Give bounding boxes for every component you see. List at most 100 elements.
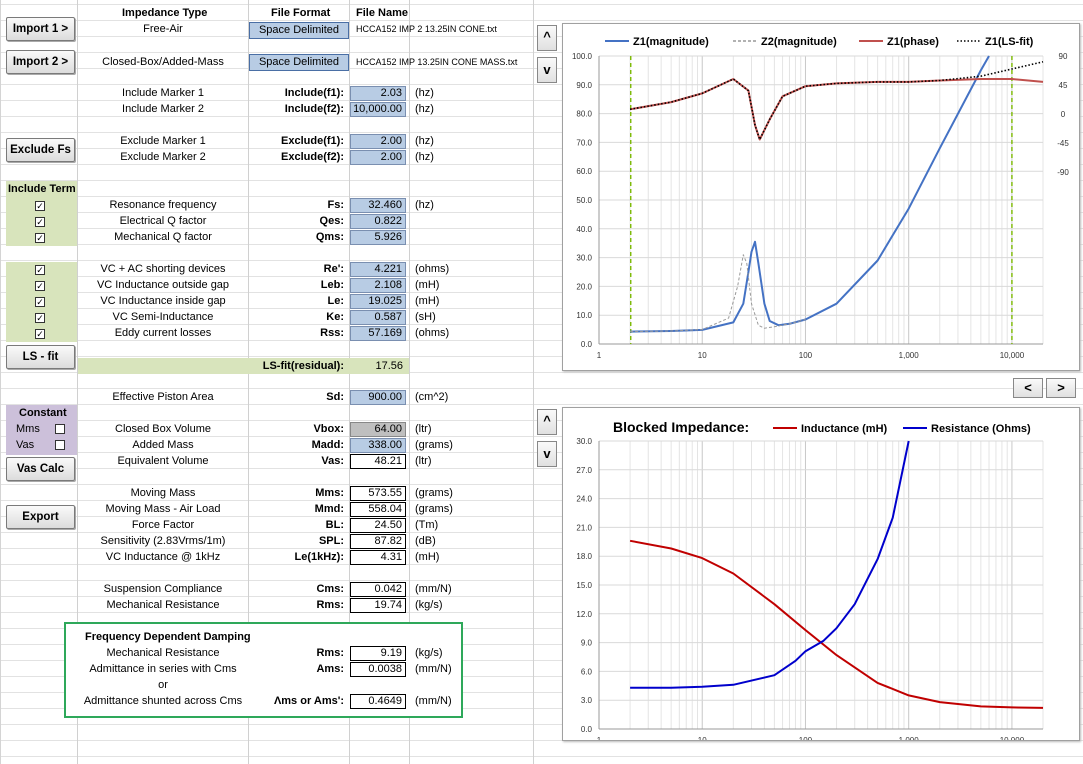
param-symbol: Rss: xyxy=(320,327,344,339)
chart1-up-button[interactable]: ^ xyxy=(537,25,557,51)
header-impedance-type: Impedance Type xyxy=(122,7,208,19)
y-tick-label: 9.0 xyxy=(581,639,593,648)
exclude-f2-field[interactable]: 2.00 xyxy=(350,150,406,165)
constant-vas-checkbox[interactable] xyxy=(55,440,65,450)
spl-value: 87.82 xyxy=(350,534,406,549)
y-tick-label: 90.0 xyxy=(576,81,592,90)
ls-fit-button[interactable]: LS - fit xyxy=(6,345,75,369)
param-unit: (dB) xyxy=(415,535,436,547)
include-le-checkbox[interactable]: ✓ xyxy=(35,297,45,307)
x-tick-label: 10,000 xyxy=(1000,736,1025,740)
chart2-up-button[interactable]: ^ xyxy=(537,409,557,435)
import-1-format[interactable]: Space Delimited xyxy=(249,22,349,39)
param-unit: (sH) xyxy=(415,311,436,323)
param-label: Mechanical Q factor xyxy=(114,231,212,243)
fdd-rms-field[interactable]: 9.19 xyxy=(350,646,406,661)
x-tick-label: 1 xyxy=(597,351,602,360)
legend-label: Resistance (Ohms) xyxy=(931,423,1031,435)
fdd-unit: (mm/N) xyxy=(415,695,452,707)
y-tick-label: 60.0 xyxy=(576,167,592,176)
import-2-button[interactable]: Import 2 > xyxy=(6,50,75,74)
include-qes-checkbox[interactable]: ✓ xyxy=(35,217,45,227)
param-label: VC Inductance @ 1kHz xyxy=(105,551,221,563)
include-ke-checkbox[interactable]: ✓ xyxy=(35,313,45,323)
import-1-button[interactable]: Import 1 > xyxy=(6,17,75,41)
param-symbol: Vbox: xyxy=(313,423,344,435)
x-tick-label: 100 xyxy=(799,736,813,740)
y-tick-label: 27.0 xyxy=(576,466,592,475)
qms-value: 5.926 xyxy=(350,230,406,245)
include-f1-field[interactable]: 2.03 xyxy=(350,86,406,101)
chart1-down-button[interactable]: v xyxy=(537,57,557,83)
legend-label: Z1(magnitude) xyxy=(633,36,709,48)
marker-label: Include Marker 2 xyxy=(122,103,204,115)
param-symbol: Qes: xyxy=(319,215,344,227)
fdd-symbol: Λms or Ams': xyxy=(273,695,344,707)
cms-value: 0.042 xyxy=(350,582,406,597)
vas-value: 48.21 xyxy=(350,454,406,469)
re-value: 4.221 xyxy=(350,262,406,277)
param-label: Closed Box Volume xyxy=(115,423,211,435)
include-term-label: Include Term xyxy=(8,183,76,195)
vas-calc-button[interactable]: Vas Calc xyxy=(6,457,75,481)
series-line-z1-magnitude xyxy=(630,55,990,333)
le-value: 19.025 xyxy=(350,294,406,309)
qes-value: 0.822 xyxy=(350,214,406,229)
param-unit: (cm^2) xyxy=(415,391,449,403)
include-fs-checkbox[interactable]: ✓ xyxy=(35,201,45,211)
legend-label: Z1(LS-fit) xyxy=(985,36,1034,48)
column-divider xyxy=(248,0,249,764)
y2-tick-label: -45 xyxy=(1057,139,1069,148)
import-2-file: HCCA152 IMP 13.25IN CONE MASS.txt xyxy=(356,57,518,67)
param-unit: (mm/N) xyxy=(415,583,452,595)
ls-fit-symbol: LS-fit(residual): xyxy=(262,360,344,372)
import-1-type: Free-Air xyxy=(143,23,183,35)
param-label: Resonance frequency xyxy=(109,199,217,211)
param-label: VC Semi-Inductance xyxy=(112,311,214,323)
param-symbol: BL: xyxy=(325,519,344,531)
include-re-checkbox[interactable]: ✓ xyxy=(35,265,45,275)
exclude-f1-field[interactable]: 2.00 xyxy=(350,134,406,149)
column-divider xyxy=(533,0,534,764)
chart2-down-button[interactable]: v xyxy=(537,441,557,467)
vbox-field[interactable]: 64.00 xyxy=(350,422,406,437)
marker-unit: (hz) xyxy=(415,87,434,99)
y2-tick-label: -90 xyxy=(1057,168,1069,177)
y2-tick-label: 0 xyxy=(1061,110,1066,119)
constant-panel xyxy=(6,405,77,455)
chart-next-button[interactable]: > xyxy=(1046,378,1076,398)
chart-prev-button[interactable]: < xyxy=(1013,378,1043,398)
import-2-format[interactable]: Space Delimited xyxy=(249,54,349,71)
sd-field[interactable]: 900.00 xyxy=(350,390,406,405)
param-unit: (Tm) xyxy=(415,519,439,531)
madd-field[interactable]: 338.00 xyxy=(350,438,406,453)
include-qms-checkbox[interactable]: ✓ xyxy=(35,233,45,243)
y-tick-label: 10.0 xyxy=(576,311,592,320)
x-tick-label: 1,000 xyxy=(899,736,920,740)
fdd-ams-prime-field[interactable]: 0.4649 xyxy=(350,694,406,709)
param-symbol: Le: xyxy=(327,295,345,307)
x-tick-label: 10 xyxy=(698,351,707,360)
mms-label: Mms xyxy=(16,423,40,435)
y-tick-label: 24.0 xyxy=(576,495,592,504)
param-symbol: Qms: xyxy=(315,231,344,243)
param-label: Electrical Q factor xyxy=(119,215,207,227)
param-label: Eddy current losses xyxy=(114,327,212,339)
y-tick-label: 30.0 xyxy=(576,254,592,263)
constant-mms-checkbox[interactable] xyxy=(55,424,65,434)
exclude-fs-button[interactable]: Exclude Fs xyxy=(6,138,75,162)
y-tick-label: 80.0 xyxy=(576,110,592,119)
fdd-unit: (mm/N) xyxy=(415,663,452,675)
include-f2-field[interactable]: 10,000.00 xyxy=(350,102,406,117)
include-leb-checkbox[interactable]: ✓ xyxy=(35,281,45,291)
fdd-ams-field[interactable]: 0.0038 xyxy=(350,662,406,677)
export-button[interactable]: Export xyxy=(6,505,75,529)
include-rss-checkbox[interactable]: ✓ xyxy=(35,329,45,339)
series-line-resistance-ohms xyxy=(630,440,910,689)
marker-label: Exclude Marker 1 xyxy=(120,135,206,147)
impedance-chart-svg: 0.0 10.0 20.0 30.0 40.0 50.0 60.0 70.0 80.0 90.0 1… xyxy=(572,36,1069,360)
param-label: Added Mass xyxy=(132,439,194,451)
param-unit: (ohms) xyxy=(415,327,450,339)
leb-value: 2.108 xyxy=(350,278,406,293)
y-tick-label: 0.0 xyxy=(581,725,593,734)
